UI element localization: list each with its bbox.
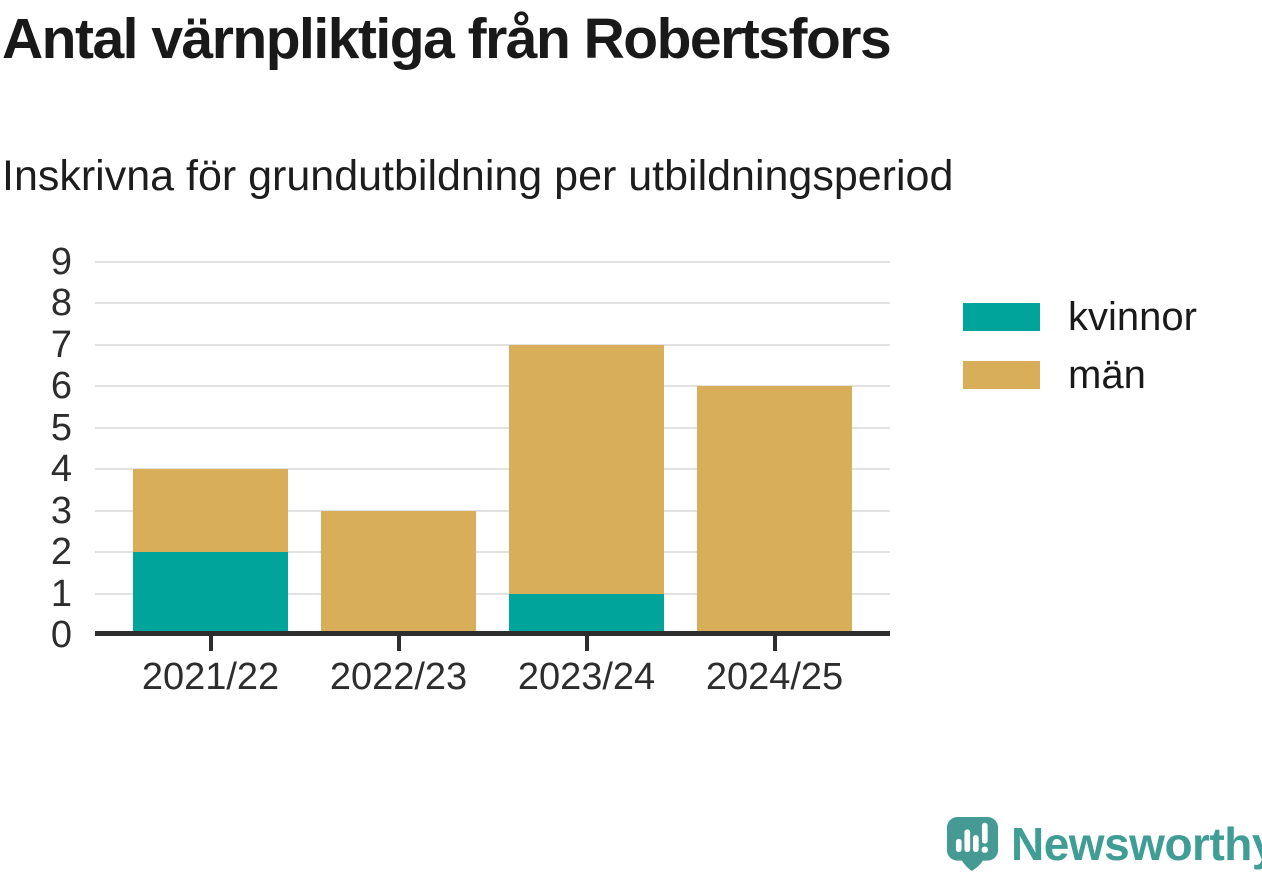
x-axis-tick-label: 2022/23 xyxy=(329,656,468,698)
y-axis-tick-label: 8 xyxy=(50,282,72,325)
legend-item-män: män xyxy=(963,352,1197,397)
bar-segment-kvinnor xyxy=(133,552,288,635)
gridline xyxy=(95,551,890,554)
x-axis-tick-mark xyxy=(584,636,589,651)
legend: kvinnor män xyxy=(963,294,1197,413)
gridline xyxy=(95,468,890,471)
bar-segment-män xyxy=(133,469,288,553)
legend-label: män xyxy=(1068,352,1146,397)
gridline xyxy=(95,261,890,263)
legend-label: kvinnor xyxy=(1068,294,1197,339)
gridline xyxy=(95,302,890,305)
x-axis-tick-label: 2021/22 xyxy=(141,656,280,698)
chart-title: Antal värnpliktiga från Robertsfors xyxy=(2,7,892,71)
gridline xyxy=(95,385,890,388)
y-axis-tick-label: 7 xyxy=(50,323,72,366)
chart-subtitle: Inskrivna för grundutbildning per utbild… xyxy=(2,152,954,200)
newsworthy-logo: Newsworthy xyxy=(946,814,1262,874)
y-axis-tick-label: 6 xyxy=(50,365,72,408)
gridline xyxy=(95,426,890,429)
bar-segment-män xyxy=(697,386,852,635)
y-axis-tick-label: 2 xyxy=(50,531,72,574)
y-axis-tick-label: 5 xyxy=(50,406,72,449)
legend-item-kvinnor: kvinnor xyxy=(963,294,1197,339)
newsworthy-logo-text: Newsworthy xyxy=(1011,818,1262,870)
x-axis-tick-mark xyxy=(396,636,401,651)
legend-swatch xyxy=(963,361,1040,389)
legend-swatch xyxy=(963,303,1040,331)
bar-segment-kvinnor xyxy=(509,593,664,635)
y-axis-tick-label: 1 xyxy=(50,572,72,615)
gridline xyxy=(95,509,890,512)
y-axis-tick-label: 0 xyxy=(50,614,72,656)
plot-area xyxy=(95,261,890,635)
gridline xyxy=(95,592,890,595)
x-axis-line xyxy=(95,631,890,636)
y-axis-tick-label: 9 xyxy=(50,241,72,283)
x-axis-tick-label: 2024/25 xyxy=(705,656,844,698)
x-axis-tick-mark xyxy=(772,636,777,651)
bar-segment-män xyxy=(321,510,476,635)
newsworthy-bubble-chart-icon xyxy=(946,816,999,871)
bar-segment-män xyxy=(509,344,664,594)
y-axis-tick-label: 3 xyxy=(50,489,72,532)
x-axis-tick-label: 2023/24 xyxy=(517,656,656,698)
x-axis-tick-mark xyxy=(208,636,213,651)
y-axis-tick-label: 4 xyxy=(50,448,72,491)
gridline xyxy=(95,343,890,346)
